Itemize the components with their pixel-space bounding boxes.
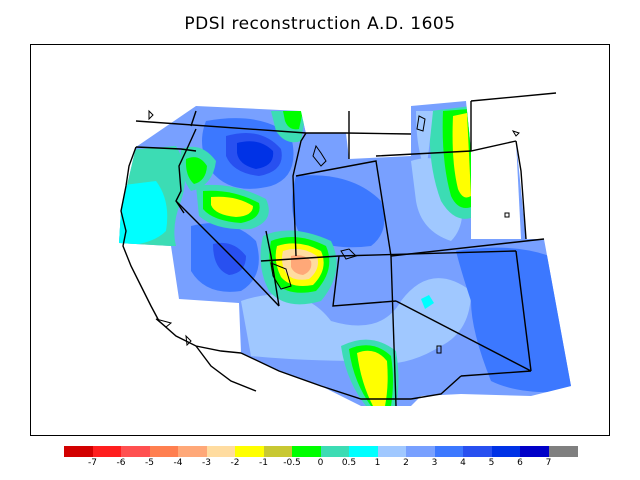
colorbar-tick-label: -7	[88, 458, 97, 468]
field-ne-light	[416, 111, 433, 171]
colorbar-cell	[434, 446, 464, 457]
field-coast-cyan	[119, 181, 168, 246]
colorbar-tick-label: 6	[517, 458, 523, 468]
colorbar-tick-label: 0	[317, 458, 324, 468]
colorbar-cell	[406, 446, 435, 457]
colorbar-tick-label: 0.5	[341, 458, 357, 468]
colorbar-cell	[548, 446, 578, 457]
colorbar-cell	[263, 446, 293, 457]
field-navy-north	[237, 141, 274, 169]
colorbar-tick-label: 5	[488, 458, 495, 468]
lakes	[148, 109, 520, 354]
colorbar-cell	[292, 446, 321, 457]
field-idaho-yellow	[211, 196, 253, 217]
field-utah-salmon	[291, 255, 312, 275]
no-data-patch-montana	[301, 111, 346, 133]
state-borders	[120, 92, 557, 407]
colorbar-cell	[320, 446, 350, 457]
field-deep-blue-west	[213, 242, 246, 275]
field-ne-yellow	[452, 113, 471, 198]
colorbar-tick-label: -2	[230, 458, 240, 468]
colorbar-tick-label: -0.5	[283, 458, 301, 468]
colorbar-tick-label: -6	[116, 458, 126, 468]
colorbar-cell	[377, 446, 407, 457]
colorbar-tick-label: 3	[431, 458, 438, 468]
field-north-top-yellow	[283, 111, 303, 130]
colorbar-tick-label: -3	[202, 458, 211, 468]
colorbar-tick-label: -5	[145, 458, 154, 468]
colorbar-tick-label: 4	[460, 458, 466, 468]
field-south-yellow	[357, 350, 388, 406]
colorbar-cell	[235, 446, 264, 457]
colorbar-cell	[64, 446, 93, 457]
colorbar-tick-label: -4	[173, 458, 183, 468]
field-cyan-speck	[421, 295, 434, 309]
map-frame	[30, 44, 610, 436]
colorbar-cell	[463, 446, 492, 457]
pdsi-map	[119, 92, 571, 407]
colorbar-cell	[491, 446, 521, 457]
colorbar-cell	[92, 446, 122, 457]
field-dark-blue-east	[456, 247, 571, 393]
colorbar-cell	[149, 446, 179, 457]
colorbar-tick-label: 1	[374, 458, 381, 468]
colorbar-tick-label: 7	[545, 458, 552, 468]
map-title: PDSI reconstruction A.D. 1605	[184, 14, 456, 34]
colorbar-cell	[178, 446, 207, 457]
colorbar-cell	[206, 446, 236, 457]
colorbar	[64, 446, 578, 457]
field-dark-blue-center	[292, 175, 385, 248]
colorbar-cell	[520, 446, 549, 457]
colorbar-tick-label: 2	[403, 458, 409, 468]
field-north-green	[185, 157, 207, 184]
colorbar-cell	[121, 446, 150, 457]
colorbar-cell	[349, 446, 378, 457]
colorbar-tick-label: -1	[259, 458, 268, 468]
no-data-patch-dakota	[471, 141, 521, 239]
